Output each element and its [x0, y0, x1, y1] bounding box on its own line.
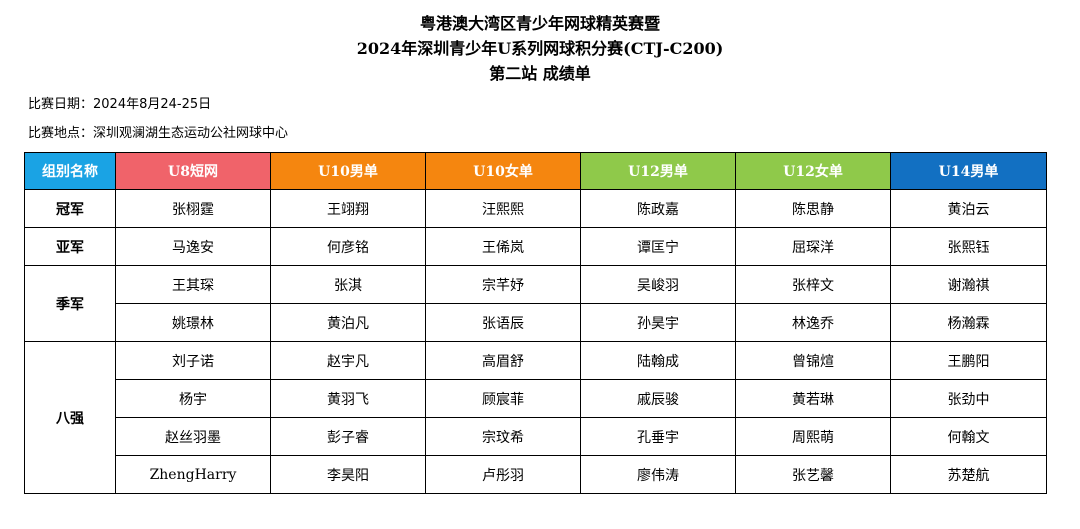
table-row: 八强 刘子诺 赵宇凡 高眉舒 陆翰成 曾锦煊 王鹏阳: [24, 341, 1047, 494]
rank-runner-up: 亚军: [24, 227, 116, 266]
page-title-line1: 粤港澳大湾区青少年网球精英赛暨: [419, 14, 660, 33]
table-cell: ZhengHarry: [115, 455, 271, 494]
table-cell: 孙昊宇: [580, 303, 736, 342]
table-row: 季军 王其琛 张淇 宗芊妤 吴峻羽 张梓文 谢瀚祺: [24, 265, 1047, 342]
table-cell: 宗芊妤: [425, 265, 581, 304]
table-cell: 黄泊凡: [270, 303, 426, 342]
table-cell: 王俙岚: [425, 227, 581, 266]
table-cell: 高眉舒: [425, 341, 581, 380]
table-cell: 马逸安: [115, 227, 271, 266]
table-cell: 廖伟涛: [580, 455, 736, 494]
rank-third-place: 季军: [24, 265, 116, 342]
table-cell: 刘子诺: [115, 341, 271, 380]
table-cell: 苏楚航: [890, 455, 1047, 494]
table-cell: 张艺馨: [735, 455, 891, 494]
table-cell: 顾宸菲: [425, 379, 581, 418]
table-cell: 陆翰成: [580, 341, 736, 380]
match-date: 比赛日期：2024年8月24-25日: [28, 97, 212, 112]
table-cell: 曾锦煊: [735, 341, 891, 380]
match-venue: 比赛地点：深圳观澜湖生态运动公社网球中心: [28, 126, 289, 141]
table-cell: 戚辰骏: [580, 379, 736, 418]
header-u10-girls: U10女单: [425, 152, 581, 190]
table-cell: 宗玟希: [425, 417, 581, 456]
table-cell: 杨瀚霖: [890, 303, 1047, 342]
table-cell: 王鹏阳: [890, 341, 1047, 380]
table-cell: 杨宇: [115, 379, 271, 418]
header-u12-girls: U12女单: [735, 152, 891, 190]
table-cell: 李昊阳: [270, 455, 426, 494]
table-row: ZhengHarry 李昊阳 卢彤羽 廖伟涛 张艺馨 苏楚航: [25, 455, 1047, 494]
table-cell: 屈琛洋: [735, 227, 891, 266]
table-cell: 张语辰: [425, 303, 581, 342]
table-cell: 陈政嘉: [580, 189, 736, 228]
table-cell: 周熙萌: [735, 417, 891, 456]
table-cell: 王翊翔: [270, 189, 426, 228]
table-cell: 何彦铭: [270, 227, 426, 266]
table-cell: 赵丝羽墨: [115, 417, 271, 456]
rank-champion: 冠军: [24, 189, 116, 228]
table-cell: 陈思静: [735, 189, 891, 228]
page-title-line2: 2024年深圳青少年U系列网球积分赛(CTJ-C200): [356, 39, 724, 58]
table-cell: 谢瀚祺: [890, 265, 1047, 304]
table-row: 赵丝羽墨 彭子睿 宗玟希 孔垂宇 周熙萌 何翰文: [25, 417, 1047, 456]
table-row: 姚璟林 黄泊凡 张语辰 孙昊宇 林逸乔 杨瀚霖: [25, 303, 1047, 342]
table-cell: 黄若琳: [735, 379, 891, 418]
table-header-row: 组别名称 U8短网 U10男单 U10女单 U12男单 U12女单 U14男单: [24, 152, 1047, 190]
table-cell: 张淇: [270, 265, 426, 304]
table-cell: 谭匡宁: [580, 227, 736, 266]
results-table: 组别名称 U8短网 U10男单 U10女单 U12男单 U12女单 U14男单 …: [24, 152, 1047, 494]
table-cell: 张劲中: [890, 379, 1047, 418]
table-cell: 林逸乔: [735, 303, 891, 342]
header-group-name: 组别名称: [24, 152, 116, 190]
table-cell: 黄泊云: [890, 189, 1047, 228]
table-row: 冠军 张栩霆 王翊翔 汪熙熙 陈政嘉 陈思静 黄泊云: [24, 189, 1047, 228]
table-cell: 汪熙熙: [425, 189, 581, 228]
table-cell: 张栩霆: [115, 189, 271, 228]
header-u8-short: U8短网: [115, 152, 271, 190]
rank-quarterfinal: 八强: [24, 341, 116, 494]
table-cell: 黄羽飞: [270, 379, 426, 418]
table-cell: 张梓文: [735, 265, 891, 304]
table-cell: 孔垂宇: [580, 417, 736, 456]
table-cell: 彭子睿: [270, 417, 426, 456]
table-cell: 姚璟林: [115, 303, 271, 342]
table-cell: 何翰文: [890, 417, 1047, 456]
table-cell: 吴峻羽: [580, 265, 736, 304]
header-u10-boys: U10男单: [270, 152, 426, 190]
header-u12-boys: U12男单: [580, 152, 736, 190]
table-cell: 王其琛: [115, 265, 271, 304]
table-cell: 赵宇凡: [270, 341, 426, 380]
header-u14-boys: U14男单: [890, 152, 1047, 190]
table-cell: 张熙钰: [890, 227, 1047, 266]
table-cell: 卢彤羽: [425, 455, 581, 494]
table-row: 杨宇 黄羽飞 顾宸菲 戚辰骏 黄若琳 张劲中: [25, 379, 1047, 418]
page-title-line3: 第二站 成绩单: [489, 64, 591, 83]
table-row: 亚军 马逸安 何彦铭 王俙岚 谭匡宁 屈琛洋 张熙钰: [24, 227, 1047, 266]
